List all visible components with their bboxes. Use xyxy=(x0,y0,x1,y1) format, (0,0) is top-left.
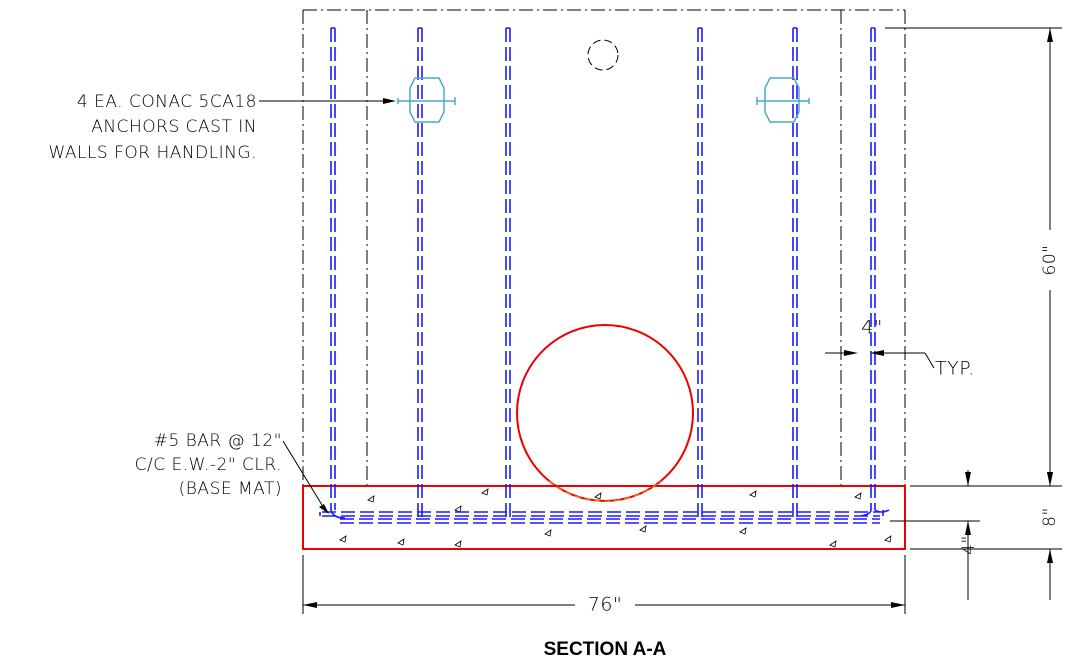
pipe-opening xyxy=(516,324,694,502)
arrow xyxy=(383,98,396,104)
dimension-note: TYP. xyxy=(935,358,975,380)
pipe-hidden-arc xyxy=(548,480,662,502)
lift-hole xyxy=(587,39,619,71)
anchors xyxy=(397,77,810,123)
vertical-rebars xyxy=(330,27,890,519)
dimension-label: 8" xyxy=(1040,507,1060,527)
leader xyxy=(282,440,323,506)
dimension-label: 76" xyxy=(588,594,622,616)
arrow xyxy=(319,504,329,514)
horizontal-rebars xyxy=(319,511,880,524)
mat-cover-dimension xyxy=(890,470,980,600)
aggregate-symbols xyxy=(339,488,892,548)
note-line: 4 EA. CONAC 5CA18 xyxy=(77,92,257,112)
note-line: ANCHORS CAST IN xyxy=(91,117,257,137)
note-line: WALLS FOR HANDLING. xyxy=(48,143,257,163)
section-title: SECTION A-A xyxy=(544,639,667,660)
dimension-label: 4" xyxy=(959,535,979,555)
wall-outlines xyxy=(302,9,906,486)
dimension-label: 4" xyxy=(861,317,883,339)
dimension-label: 60" xyxy=(1040,245,1060,276)
note-line: C/C E.W.-2" CLR. xyxy=(135,455,282,475)
note-line: #5 BAR @ 12" xyxy=(154,431,282,451)
note-line: (BASE MAT) xyxy=(179,479,282,499)
base-mat xyxy=(302,485,906,550)
height-dimension xyxy=(885,27,1062,487)
width-dimension xyxy=(302,555,906,614)
cover-dimension xyxy=(825,350,935,369)
mat-dimension xyxy=(910,470,1062,600)
